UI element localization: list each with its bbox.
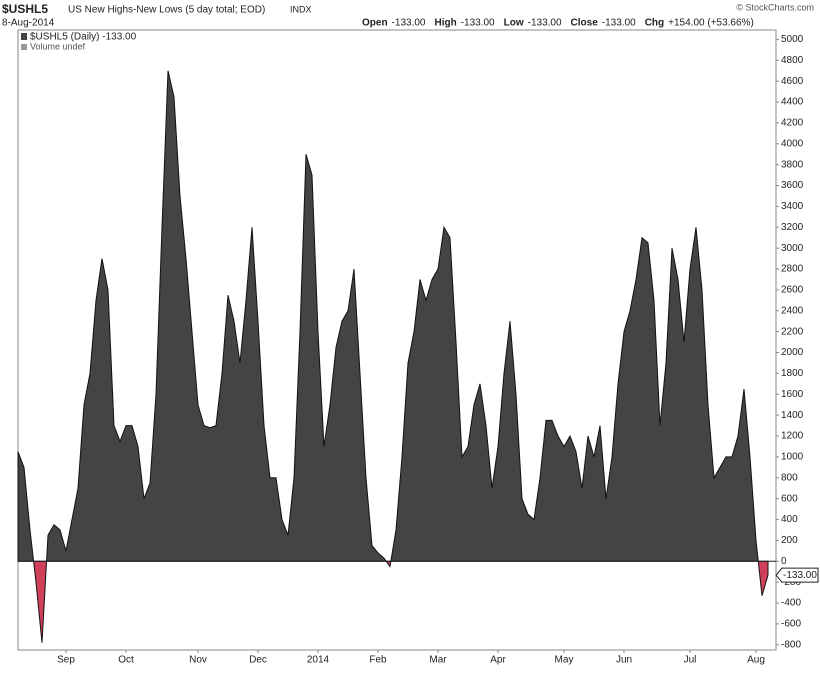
- y-tick-label: -800: [781, 639, 801, 650]
- legend-entry: $USHL5 (Daily) -133.00: [30, 32, 137, 43]
- y-tick-label: 1800: [781, 368, 804, 379]
- y-tick-label: 4400: [781, 97, 804, 108]
- quote-name: High: [434, 18, 456, 29]
- credit: © StockCharts.com: [736, 2, 814, 12]
- x-tick-label: Jun: [616, 655, 632, 666]
- exchange: INDX: [290, 4, 312, 14]
- x-tick-label: Nov: [189, 655, 207, 666]
- y-tick-label: 600: [781, 493, 798, 504]
- y-tick-label: 4000: [781, 138, 804, 149]
- y-tick-label: 3000: [781, 243, 804, 254]
- y-tick-label: 2800: [781, 264, 804, 275]
- y-tick-label: 3800: [781, 159, 804, 170]
- last-value-tag: [775, 567, 819, 583]
- y-tick-label: 800: [781, 472, 798, 483]
- y-tick-label: 1000: [781, 452, 804, 463]
- y-tick-label: 2600: [781, 285, 804, 296]
- chart-title: US New Highs-New Lows (5 day total; EOD): [68, 5, 265, 16]
- y-tick-label: 3600: [781, 180, 804, 191]
- y-tick-label: 5000: [781, 34, 804, 45]
- y-tick-label: 1200: [781, 431, 804, 442]
- date: 8-Aug-2014: [2, 18, 55, 29]
- y-tick-label: 4200: [781, 118, 804, 129]
- y-tick-label: 3200: [781, 222, 804, 233]
- y-tick-label: 1600: [781, 389, 804, 400]
- quote-name: Low: [504, 18, 524, 29]
- legend-swatch: [21, 33, 27, 40]
- legend-entry: Volume undef: [30, 41, 86, 51]
- quote-name: Close: [571, 18, 599, 29]
- quote-name: Chg: [645, 18, 664, 29]
- last-value-label: -133.00: [783, 570, 817, 581]
- plot-frame: [17, 29, 777, 651]
- y-tick-label: 3400: [781, 201, 804, 212]
- y-tick-label: 400: [781, 514, 798, 525]
- x-tick-label: Sep: [57, 655, 75, 666]
- x-tick-label: Jul: [684, 655, 697, 666]
- symbol: $USHL5: [2, 2, 48, 16]
- area: [17, 70, 769, 643]
- x-tick-label: Oct: [118, 655, 134, 666]
- quote-value: -133.00: [461, 18, 495, 29]
- x-tick-label: 2014: [307, 655, 330, 666]
- y-tick-label: 4800: [781, 55, 804, 66]
- x-tick-label: Mar: [429, 655, 447, 666]
- y-tick-label: 2400: [781, 305, 804, 316]
- quote-value: -133.00: [602, 18, 636, 29]
- legend-swatch: [21, 44, 27, 50]
- y-tick-label: -600: [781, 619, 801, 630]
- x-tick-label: Apr: [490, 655, 506, 666]
- quote-value: -133.00: [528, 18, 562, 29]
- x-tick-label: May: [555, 655, 574, 666]
- y-tick-label: 2000: [781, 347, 804, 358]
- quote-name: Open: [362, 18, 388, 29]
- y-tick-label: 200: [781, 535, 798, 546]
- x-tick-label: Feb: [369, 655, 387, 666]
- quote-value: -133.00: [392, 18, 426, 29]
- y-tick-label: -400: [781, 598, 801, 609]
- x-tick-label: Dec: [249, 655, 267, 666]
- x-tick-label: Aug: [747, 655, 765, 666]
- y-tick-label: 4600: [781, 76, 804, 87]
- y-tick-label: 1400: [781, 410, 804, 421]
- quote-value: +154.00 (+53.66%): [668, 18, 754, 29]
- y-tick-label: 0: [781, 556, 787, 567]
- y-tick-label: 2200: [781, 326, 804, 337]
